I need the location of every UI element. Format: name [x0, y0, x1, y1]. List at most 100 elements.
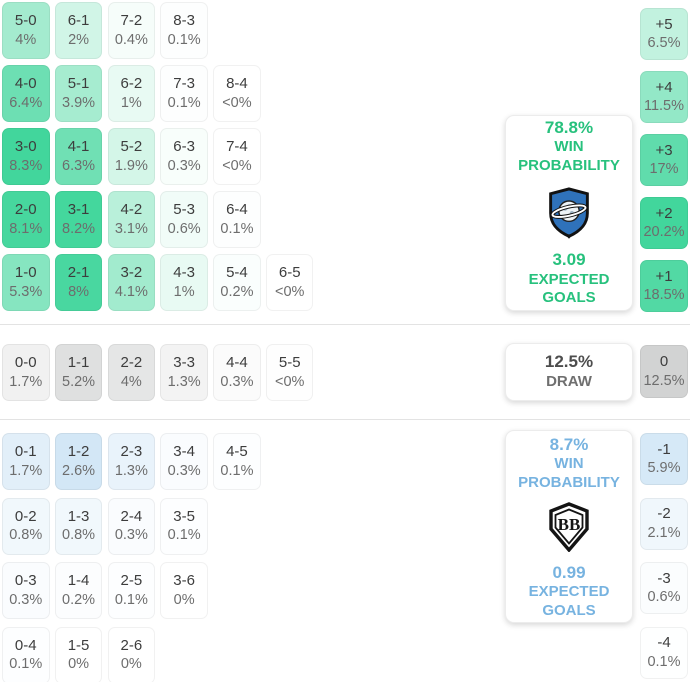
goal-diff-positive-column: +5 6.5% +4 11.5% +3 17% +2 20.2% +1 18.5% — [640, 8, 688, 323]
section-divider-win-draw — [0, 324, 690, 325]
cell-score-label: 3-4 — [173, 443, 195, 461]
score-cell[interactable]: 0-1 1.7% — [2, 433, 50, 490]
score-cell[interactable]: 8-3 0.1% — [160, 2, 208, 59]
score-cell[interactable]: 4-0 6.4% — [2, 65, 50, 122]
cell-score-label: 3-3 — [173, 354, 195, 372]
score-cell[interactable]: 1-0 5.3% — [2, 254, 50, 311]
score-cell[interactable]: 4-1 6.3% — [54, 128, 103, 185]
cell-score-label: 7-4 — [226, 138, 248, 156]
cell-probability-label: 5.9% — [647, 460, 681, 477]
goal-diff-cell[interactable]: +4 11.5% — [640, 71, 688, 123]
score-cell[interactable]: 6-3 0.3% — [160, 128, 208, 185]
score-cell[interactable]: 2-2 4% — [107, 344, 156, 401]
score-cell[interactable]: 5-1 3.9% — [54, 65, 103, 122]
score-cell[interactable]: 7-3 0.1% — [160, 65, 208, 122]
goal-diff-cell[interactable]: +1 18.5% — [640, 260, 688, 312]
away-win-probability-value: 8.7% — [549, 434, 589, 454]
cell-probability-label: 1.7% — [9, 373, 43, 390]
cell-probability-label: 18.5% — [643, 287, 685, 304]
home-win-score-grid: 5-0 4% 6-1 2% 7-2 0.4% 8-3 0.1% 4-0 6.4% 5-1 3.9% 6-… — [2, 2, 314, 317]
cell-score-label: 1-5 — [67, 636, 90, 654]
score-cell[interactable]: 1-2 2.6% — [54, 433, 103, 490]
cell-score-label: 5-2 — [120, 138, 143, 156]
score-cell[interactable]: 0-4 0.1% — [2, 626, 50, 682]
goal-diff-cell[interactable]: +5 6.5% — [640, 8, 688, 60]
cell-score-label: 0-0 — [14, 354, 37, 372]
cell-score-label: 4-0 — [14, 75, 37, 93]
score-cell[interactable]: 1-1 5.2% — [54, 344, 103, 401]
cell-score-label: +5 — [655, 15, 673, 33]
score-cell[interactable]: 5-3 0.6% — [160, 191, 208, 248]
score-cell[interactable]: 6-4 0.1% — [213, 191, 261, 248]
cell-probability-label: 2.1% — [647, 524, 681, 541]
cell-score-label: +4 — [655, 78, 673, 96]
score-cell[interactable]: 7-4 <0% — [213, 128, 261, 185]
cell-score-label: 0 — [659, 353, 669, 371]
score-cell[interactable]: 4-3 1% — [160, 254, 208, 311]
score-cell[interactable]: 2-5 0.1% — [107, 562, 156, 619]
score-cell[interactable]: 3-1 8.2% — [54, 191, 103, 248]
score-cell[interactable]: 0-3 0.3% — [2, 562, 50, 619]
cell-probability-label: 0.3% — [167, 462, 201, 479]
score-cell[interactable]: 3-5 0.1% — [160, 497, 208, 555]
score-cell[interactable]: 2-4 0.3% — [107, 497, 156, 555]
score-cell[interactable]: 3-0 8.3% — [2, 128, 50, 185]
goal-diff-cell[interactable]: -1 5.9% — [640, 433, 688, 485]
goal-diff-cell[interactable]: -2 2.1% — [640, 497, 688, 550]
cell-score-label: 8-4 — [226, 75, 248, 93]
score-cell[interactable]: 2-6 0% — [107, 626, 156, 682]
home-win-probability-panel: 78.8% WIN PROBABILITY 3.09 EXPECTED GOAL… — [505, 115, 633, 311]
score-cell[interactable]: 5-4 0.2% — [213, 254, 261, 311]
cell-probability-label: 0.1% — [220, 220, 254, 237]
cell-score-label: 6-2 — [120, 75, 143, 93]
score-cell[interactable]: 3-2 4.1% — [107, 254, 156, 311]
score-cell[interactable]: 4-2 3.1% — [107, 191, 156, 248]
goal-diff-cell[interactable]: -4 0.1% — [640, 626, 688, 679]
score-cell[interactable]: 0-2 0.8% — [2, 497, 50, 555]
score-cell[interactable]: 1-5 0% — [54, 626, 103, 682]
cell-probability-label: 1.3% — [114, 462, 148, 479]
score-cell[interactable]: 1-3 0.8% — [54, 497, 103, 555]
score-cell[interactable]: 0-0 1.7% — [2, 344, 50, 401]
cell-probability-label: 4% — [15, 31, 37, 48]
score-cell[interactable]: 2-0 8.1% — [2, 191, 50, 248]
cell-probability-label: 6.4% — [9, 94, 43, 111]
draw-score-grid: 0-0 1.7% 1-1 5.2% 2-2 4% 3-3 1.3% 4-4 0.3% 5-5 <0% — [2, 344, 314, 407]
score-cell[interactable]: 3-6 0% — [160, 562, 208, 619]
score-cell[interactable]: 2-3 1.3% — [107, 433, 156, 490]
goal-diff-cell[interactable]: -3 0.6% — [640, 562, 688, 614]
draw-probability-value: 12.5% — [544, 352, 594, 372]
cell-probability-label: 0.1% — [114, 591, 148, 608]
score-cell[interactable]: 3-3 1.3% — [160, 344, 208, 401]
away-team-crest-icon: BB — [549, 501, 589, 552]
score-cell[interactable]: 6-1 2% — [54, 2, 103, 59]
score-cell[interactable]: 6-2 1% — [107, 65, 156, 122]
score-cell[interactable]: 4-4 0.3% — [213, 344, 261, 401]
score-cell[interactable]: 5-0 4% — [2, 2, 50, 59]
cell-probability-label: 0.3% — [167, 157, 201, 174]
cell-probability-label: 5.2% — [62, 373, 96, 390]
cell-probability-label: 0.1% — [167, 94, 201, 111]
score-cell[interactable]: 2-1 8% — [54, 254, 103, 311]
cell-score-label: 5-4 — [226, 264, 248, 282]
cell-score-label: 0-2 — [14, 507, 37, 525]
cell-probability-label: 8.1% — [9, 220, 43, 237]
cell-probability-label: 11.5% — [643, 98, 685, 115]
score-cell[interactable]: 5-5 <0% — [265, 344, 314, 401]
score-cell[interactable]: 6-5 <0% — [265, 254, 314, 311]
cell-probability-label: 0.3% — [9, 591, 43, 608]
score-cell[interactable]: 7-2 0.4% — [107, 2, 156, 59]
score-cell[interactable]: 1-4 0.2% — [54, 562, 103, 619]
score-cell[interactable]: 4-5 0.1% — [213, 433, 261, 490]
score-cell[interactable]: 5-2 1.9% — [107, 128, 156, 185]
goal-diff-cell[interactable]: +3 17% — [640, 134, 688, 186]
cell-probability-label: 0.1% — [220, 462, 254, 479]
score-cell[interactable]: 3-4 0.3% — [160, 433, 208, 490]
cell-probability-label: 3.9% — [62, 94, 96, 111]
away-win-score-grid: 0-1 1.7% 1-2 2.6% 2-3 1.3% 3-4 0.3% 4-5 0.1% 0-2 0.… — [2, 433, 261, 682]
cell-probability-label: 12.5% — [643, 372, 685, 389]
score-cell[interactable]: 8-4 <0% — [213, 65, 261, 122]
cell-probability-label: 0.2% — [62, 591, 96, 608]
goal-diff-cell[interactable]: +2 20.2% — [640, 197, 688, 249]
goal-diff-cell[interactable]: 0 12.5% — [640, 345, 688, 398]
